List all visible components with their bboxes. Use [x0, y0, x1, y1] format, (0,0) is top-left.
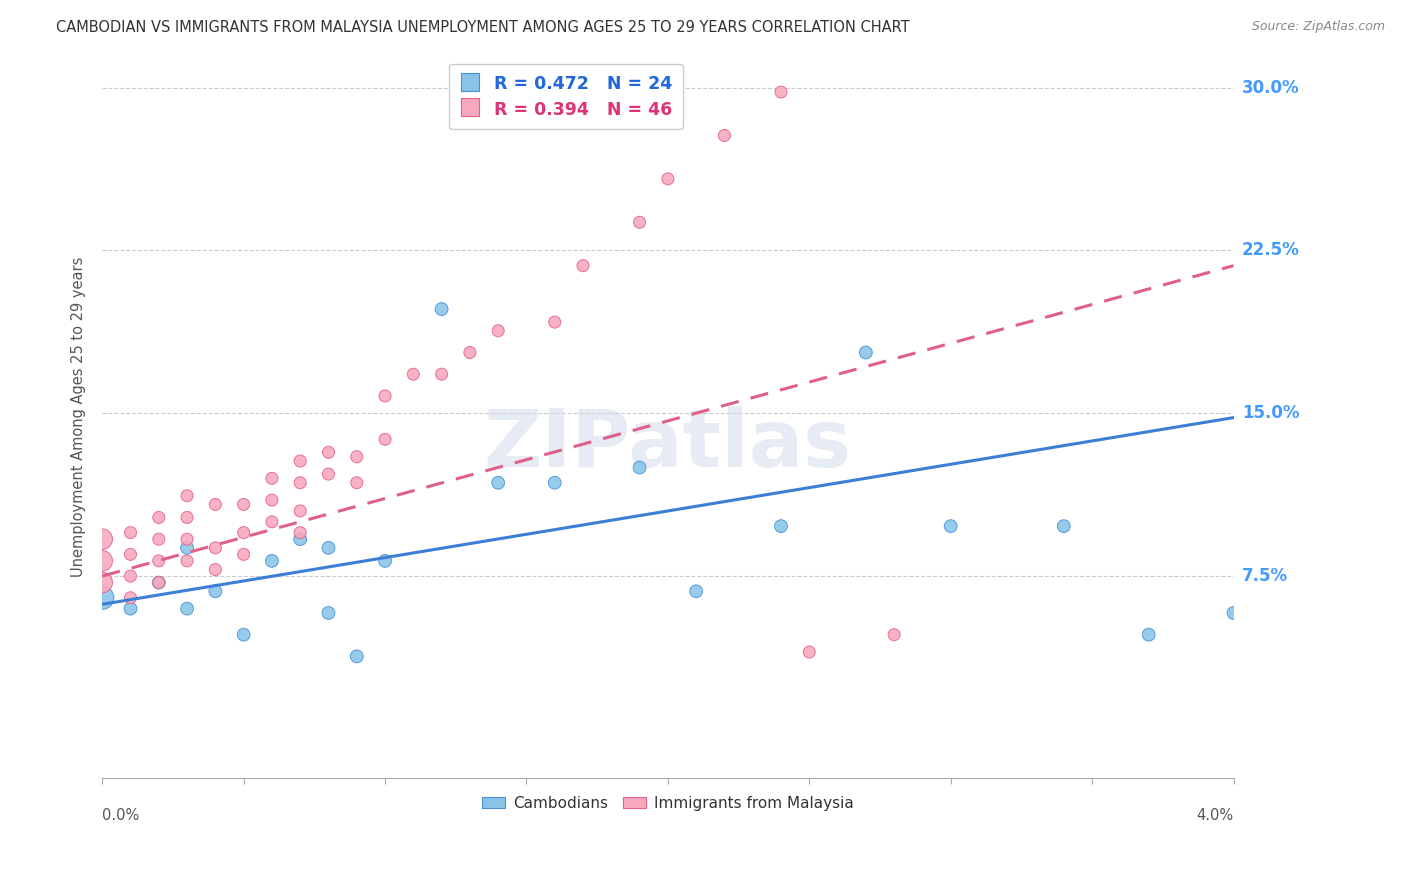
Point: [346, 450, 368, 464]
Point: [176, 510, 198, 524]
Point: [486, 324, 509, 338]
Point: [148, 554, 170, 568]
Point: [628, 215, 651, 229]
Text: 30.0%: 30.0%: [1241, 78, 1299, 96]
Point: [148, 510, 170, 524]
Point: [374, 389, 396, 403]
Point: [204, 584, 226, 599]
Point: [260, 515, 283, 529]
Text: ZIPatlas: ZIPatlas: [484, 407, 852, 484]
Point: [232, 525, 254, 540]
Point: [176, 489, 198, 503]
Point: [148, 575, 170, 590]
Point: [176, 601, 198, 615]
Point: [1137, 628, 1160, 642]
Point: [544, 475, 567, 490]
Point: [204, 563, 226, 577]
Text: CAMBODIAN VS IMMIGRANTS FROM MALAYSIA UNEMPLOYMENT AMONG AGES 25 TO 29 YEARS COR: CAMBODIAN VS IMMIGRANTS FROM MALAYSIA UN…: [56, 20, 910, 35]
Point: [685, 584, 707, 599]
Point: [657, 172, 679, 186]
Point: [628, 460, 651, 475]
Point: [883, 628, 905, 642]
Point: [120, 569, 142, 583]
Point: [91, 591, 114, 605]
Y-axis label: Unemployment Among Ages 25 to 29 years: Unemployment Among Ages 25 to 29 years: [72, 256, 86, 577]
Point: [430, 368, 453, 382]
Point: [260, 554, 283, 568]
Point: [769, 85, 792, 99]
Point: [91, 575, 114, 590]
Point: [544, 315, 567, 329]
Point: [148, 532, 170, 546]
Point: [204, 541, 226, 555]
Point: [120, 547, 142, 561]
Point: [176, 541, 198, 555]
Text: Source: ZipAtlas.com: Source: ZipAtlas.com: [1251, 20, 1385, 33]
Point: [290, 454, 312, 468]
Point: [260, 493, 283, 508]
Point: [260, 471, 283, 485]
Point: [120, 601, 142, 615]
Text: 4.0%: 4.0%: [1197, 808, 1233, 823]
Point: [1053, 519, 1076, 533]
Point: [430, 302, 453, 317]
Point: [572, 259, 595, 273]
Point: [290, 525, 312, 540]
Point: [458, 345, 481, 359]
Point: [799, 645, 821, 659]
Point: [769, 519, 792, 533]
Point: [290, 504, 312, 518]
Point: [120, 525, 142, 540]
Point: [290, 532, 312, 546]
Point: [402, 368, 425, 382]
Legend: Cambodians, Immigrants from Malaysia: Cambodians, Immigrants from Malaysia: [477, 790, 859, 817]
Text: 22.5%: 22.5%: [1241, 242, 1299, 260]
Point: [346, 649, 368, 664]
Point: [713, 128, 735, 143]
Point: [855, 345, 877, 359]
Point: [176, 554, 198, 568]
Text: 0.0%: 0.0%: [103, 808, 139, 823]
Point: [486, 475, 509, 490]
Point: [120, 591, 142, 605]
Point: [204, 498, 226, 512]
Point: [232, 547, 254, 561]
Point: [346, 475, 368, 490]
Point: [232, 498, 254, 512]
Point: [374, 554, 396, 568]
Point: [318, 445, 340, 459]
Text: 15.0%: 15.0%: [1241, 404, 1299, 422]
Point: [91, 532, 114, 546]
Point: [176, 532, 198, 546]
Text: 7.5%: 7.5%: [1241, 567, 1288, 585]
Point: [318, 606, 340, 620]
Point: [939, 519, 962, 533]
Point: [148, 575, 170, 590]
Point: [318, 541, 340, 555]
Point: [91, 554, 114, 568]
Point: [290, 475, 312, 490]
Point: [232, 628, 254, 642]
Point: [374, 433, 396, 447]
Point: [1222, 606, 1244, 620]
Point: [318, 467, 340, 481]
